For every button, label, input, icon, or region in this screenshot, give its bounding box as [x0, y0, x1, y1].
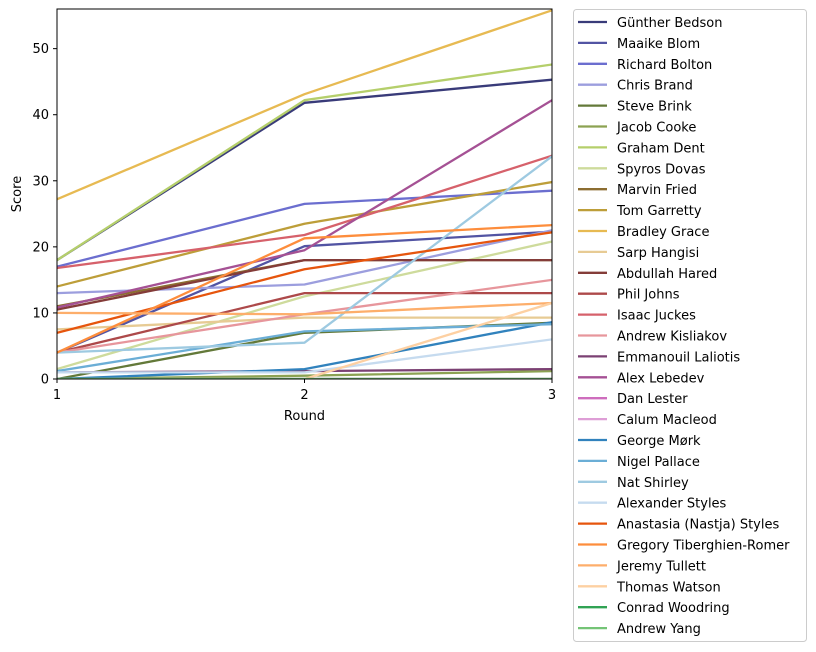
legend-label: Graham Dent	[617, 141, 705, 156]
series-line-3	[57, 229, 552, 295]
legend-label: Chris Brand	[617, 79, 693, 94]
legend-label: Anastasia (Nastja) Styles	[617, 518, 779, 533]
series-line-23	[57, 338, 552, 374]
y-tick-label: 10	[32, 306, 49, 321]
y-tick-label: 40	[32, 108, 49, 123]
series-line-13	[57, 291, 552, 354]
y-tick-label: 0	[41, 373, 49, 388]
legend-label: Richard Bolton	[617, 58, 712, 73]
legend-label: Emmanouil Laliotis	[617, 350, 740, 365]
legend-label: Steve Brink	[617, 100, 692, 115]
series-line-12	[57, 258, 552, 311]
legend-label: Günther Bedson	[617, 16, 723, 31]
legend-label: Dan Lester	[617, 392, 688, 407]
legend-label: Alex Lebedev	[617, 371, 705, 386]
legend-frame	[573, 9, 807, 642]
legend-label: Andrew Yang	[617, 622, 701, 637]
legend-label: Spyros Dovas	[617, 162, 706, 177]
series-line-6	[57, 63, 552, 262]
x-tick-label: 2	[300, 388, 308, 403]
series-line-21	[57, 323, 552, 373]
legend-label: Jeremy Tullett	[616, 559, 706, 574]
series-line-24	[57, 231, 552, 334]
legend-label: Abdullah Hared	[617, 267, 717, 282]
legend: Günther Bedson Maaike Blom Richard Bolton C…	[573, 9, 807, 642]
series-line-10	[57, 9, 552, 201]
legend-label: George Mørk	[617, 434, 701, 449]
series-line-0	[57, 78, 552, 262]
legend-label: Thomas Watson	[616, 580, 721, 595]
legend-label: Gregory Tiberghien-Romer	[617, 539, 790, 554]
legend-label: Tom Garretty	[616, 204, 702, 219]
y-tick-label: 20	[32, 240, 49, 255]
y-tick-label: 50	[32, 42, 49, 57]
x-tick-label: 3	[548, 388, 556, 403]
series-line-17	[57, 98, 552, 309]
legend-label: Alexander Styles	[617, 497, 727, 512]
series-line-20	[57, 321, 552, 379]
legend-label: Maaike Blom	[617, 37, 700, 52]
legend-label: Nigel Pallace	[617, 455, 700, 470]
series-line-26	[57, 301, 552, 316]
series-line-27	[57, 301, 552, 379]
plot-lines	[57, 9, 552, 379]
legend-label: Andrew Kisliakov	[617, 330, 727, 345]
series-line-11	[57, 316, 552, 331]
y-tick-label: 30	[32, 174, 49, 189]
legend-label: Isaac Juckes	[617, 309, 696, 324]
series-line-1	[57, 230, 552, 354]
series-line-9	[57, 180, 552, 288]
legend-label: Jacob Cooke	[616, 121, 696, 136]
legend-label: Bradley Grace	[617, 225, 709, 240]
legend-label: Marvin Fried	[617, 183, 697, 198]
legend-label: Phil Johns	[617, 288, 680, 303]
legend-label: Calum Macleod	[617, 413, 717, 428]
legend-label: Conrad Woodring	[617, 601, 730, 616]
series-line-14	[57, 154, 552, 270]
series-line-22	[57, 154, 552, 354]
y-axis-label: Score	[10, 176, 25, 212]
x-tick-label: 1	[53, 388, 61, 403]
legend-label: Nat Shirley	[617, 476, 689, 491]
legend-label: Sarp Hangisi	[617, 246, 699, 261]
x-axis-label: Round	[284, 409, 325, 424]
